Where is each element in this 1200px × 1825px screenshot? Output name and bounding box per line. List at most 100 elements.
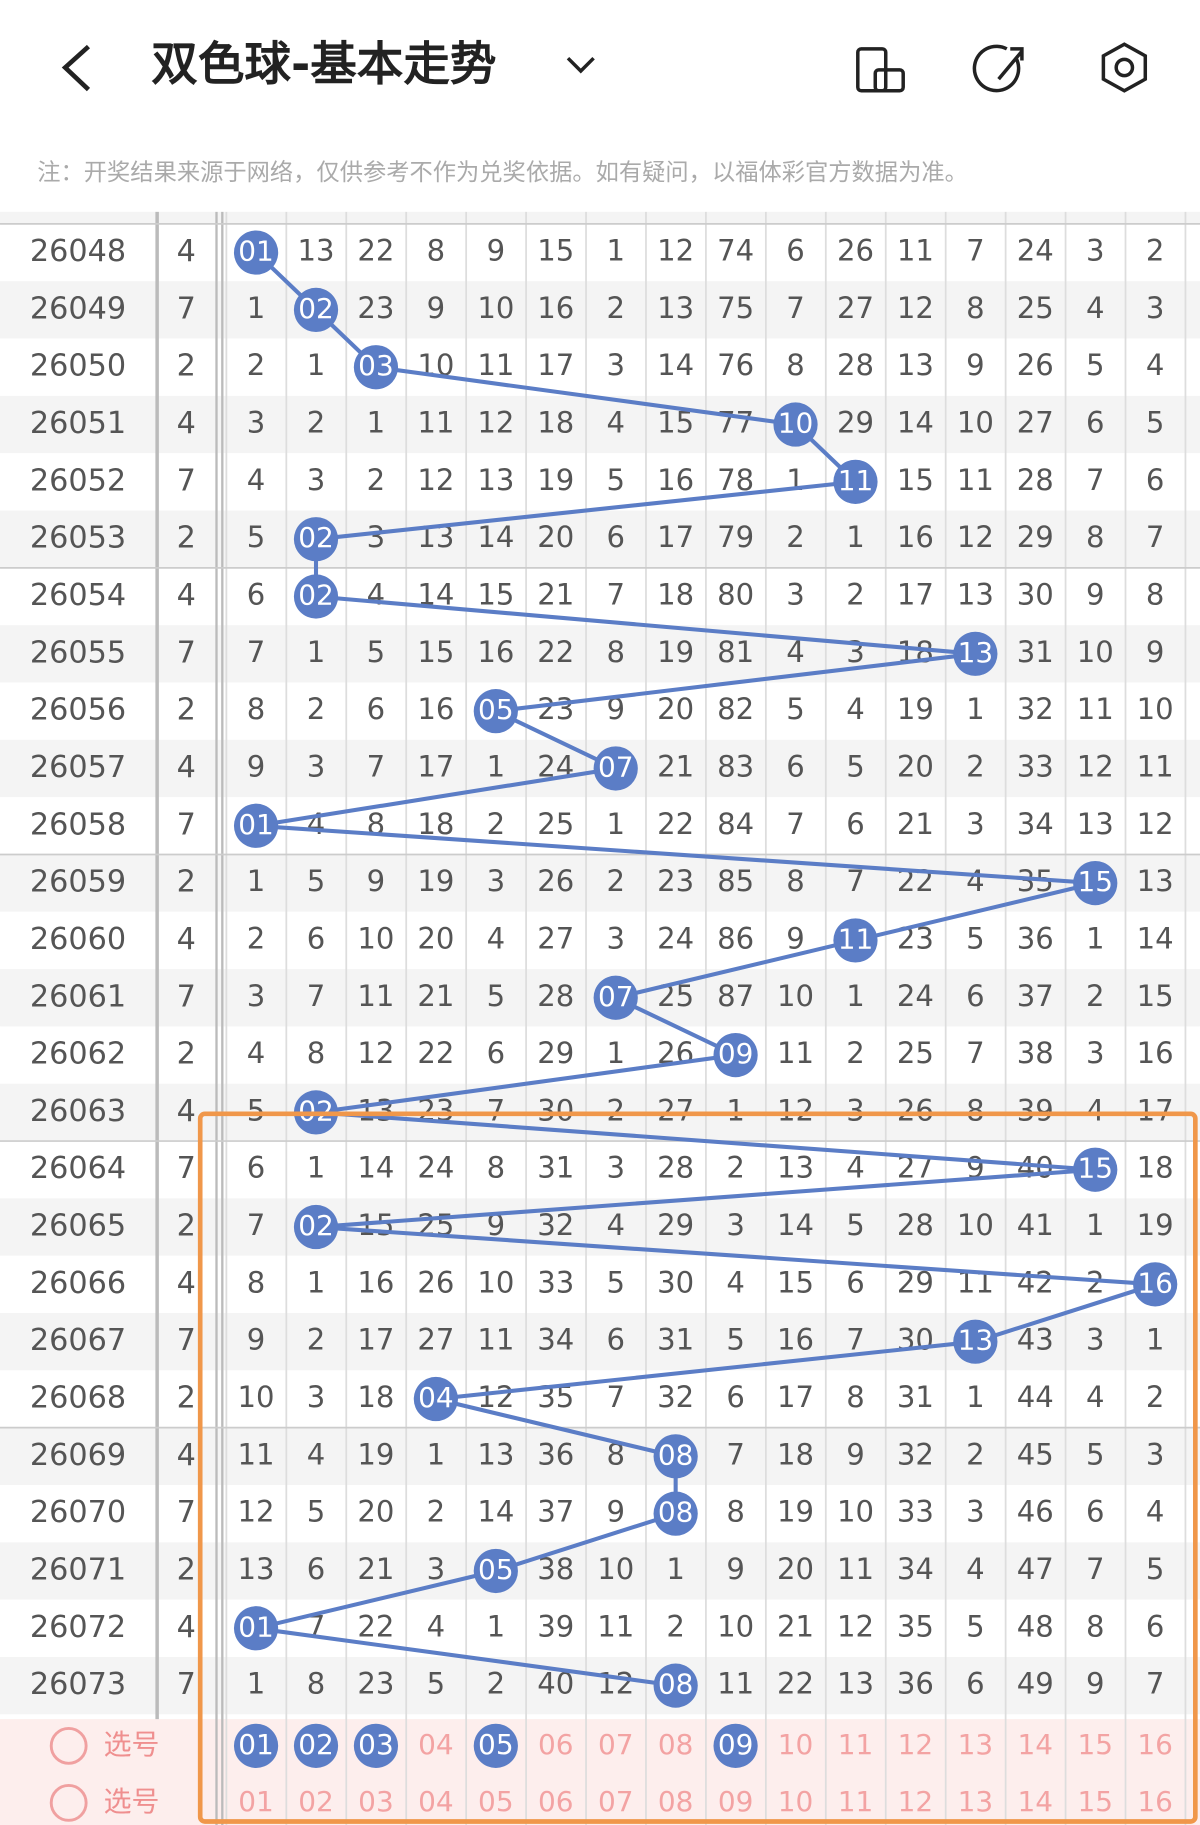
pick-number[interactable]: 08 bbox=[658, 1728, 694, 1761]
pick-number[interactable]: 09 bbox=[718, 1785, 754, 1818]
share-icon[interactable] bbox=[972, 44, 1024, 93]
omission: 11 bbox=[837, 1552, 874, 1586]
pick-number[interactable]: 16 bbox=[1137, 1728, 1173, 1761]
pick-number[interactable]: 14 bbox=[1018, 1785, 1054, 1818]
issue: 26058 bbox=[30, 807, 126, 842]
omission: 48 bbox=[1017, 1609, 1054, 1643]
pick-number[interactable]: 12 bbox=[898, 1728, 934, 1761]
omission: 3 bbox=[726, 1208, 745, 1242]
selected-ball[interactable] bbox=[353, 1723, 399, 1768]
pick-number[interactable]: 03 bbox=[358, 1728, 394, 1761]
omission: 6 bbox=[966, 979, 985, 1013]
omission: 19 bbox=[357, 1437, 394, 1471]
omission: 13 bbox=[1137, 864, 1174, 898]
selected-ball[interactable] bbox=[713, 1723, 758, 1768]
omission: 9 bbox=[606, 1495, 625, 1529]
pick-number[interactable]: 13 bbox=[958, 1728, 994, 1761]
omission: 9 bbox=[1086, 578, 1105, 612]
pick-number[interactable]: 06 bbox=[538, 1728, 574, 1761]
omission: 11 bbox=[777, 1036, 814, 1070]
ball-number: 11 bbox=[838, 922, 874, 955]
omission: 5 bbox=[487, 979, 506, 1013]
issue: 26071 bbox=[30, 1552, 126, 1587]
omission: 18 bbox=[537, 406, 574, 440]
selected-ball[interactable] bbox=[473, 1723, 518, 1768]
ball bbox=[293, 1204, 339, 1250]
omission: 30 bbox=[537, 1093, 574, 1127]
pick-number[interactable]: 06 bbox=[538, 1785, 574, 1818]
pick-number[interactable]: 01 bbox=[238, 1785, 274, 1818]
settings-icon[interactable] bbox=[1101, 42, 1148, 93]
back-button[interactable] bbox=[61, 44, 91, 92]
omission: 3 bbox=[307, 463, 326, 497]
pick-number[interactable]: 12 bbox=[898, 1785, 934, 1818]
omission: 80 bbox=[717, 578, 754, 612]
pick-number[interactable]: 10 bbox=[778, 1785, 814, 1818]
pick-number[interactable]: 09 bbox=[718, 1728, 754, 1761]
omission: 2 bbox=[1146, 1380, 1165, 1414]
ball-number: 11 bbox=[838, 464, 874, 497]
omission: 10 bbox=[1137, 692, 1174, 726]
omission: 6 bbox=[846, 807, 865, 841]
selected-ball[interactable] bbox=[293, 1723, 339, 1768]
value: 4 bbox=[177, 578, 196, 613]
omission: 18 bbox=[357, 1380, 394, 1414]
omission: 1 bbox=[1086, 921, 1105, 955]
pick-number[interactable]: 07 bbox=[598, 1785, 634, 1818]
omission: 31 bbox=[657, 1323, 694, 1357]
omission: 1 bbox=[307, 1151, 326, 1185]
pick-number[interactable]: 15 bbox=[1077, 1785, 1113, 1818]
pick-number[interactable]: 04 bbox=[418, 1785, 454, 1818]
row-bg bbox=[0, 281, 1200, 339]
omission: 4 bbox=[1086, 291, 1105, 325]
omission: 7 bbox=[487, 1093, 506, 1127]
omission: 2 bbox=[247, 921, 266, 955]
omission: 5 bbox=[247, 1093, 266, 1127]
omission: 21 bbox=[537, 578, 574, 612]
ball-number: 15 bbox=[1077, 865, 1113, 898]
pick-number[interactable]: 01 bbox=[238, 1728, 274, 1761]
pick-number[interactable]: 16 bbox=[1137, 1785, 1173, 1818]
pick-number[interactable]: 02 bbox=[298, 1728, 334, 1761]
omission: 1 bbox=[666, 1552, 685, 1586]
pick-number[interactable]: 11 bbox=[838, 1728, 874, 1761]
omission: 9 bbox=[846, 1437, 865, 1471]
omission: 3 bbox=[247, 979, 266, 1013]
pick-number[interactable]: 11 bbox=[838, 1785, 874, 1818]
omission: 28 bbox=[1017, 463, 1054, 497]
pick-number[interactable]: 07 bbox=[598, 1728, 634, 1761]
pick-number[interactable]: 08 bbox=[658, 1785, 694, 1818]
pick-number[interactable]: 02 bbox=[298, 1785, 334, 1818]
omission: 3 bbox=[1086, 1323, 1105, 1357]
pick-number[interactable]: 04 bbox=[418, 1728, 454, 1761]
omission: 1 bbox=[966, 692, 985, 726]
pick-number[interactable]: 10 bbox=[778, 1728, 814, 1761]
omission: 20 bbox=[897, 749, 934, 783]
selected-ball[interactable] bbox=[233, 1723, 279, 1768]
ball-number: 05 bbox=[478, 693, 514, 726]
rotate-icon[interactable] bbox=[856, 47, 905, 93]
omission: 5 bbox=[726, 1323, 745, 1357]
omission: 25 bbox=[897, 1036, 934, 1070]
pick-number[interactable]: 03 bbox=[358, 1785, 394, 1818]
pick-number[interactable]: 05 bbox=[478, 1728, 514, 1761]
pick-number[interactable]: 13 bbox=[958, 1785, 994, 1818]
omission: 2 bbox=[1146, 234, 1165, 268]
omission: 22 bbox=[357, 234, 394, 268]
pick-number[interactable]: 05 bbox=[478, 1785, 514, 1818]
omission: 2 bbox=[487, 1667, 506, 1701]
omission: 1 bbox=[1086, 1208, 1105, 1242]
pick-number[interactable]: 15 bbox=[1077, 1728, 1113, 1761]
omission: 3 bbox=[846, 635, 865, 669]
omission: 17 bbox=[357, 1323, 394, 1357]
pick-number[interactable]: 14 bbox=[1018, 1728, 1054, 1761]
ball-number: 02 bbox=[298, 579, 334, 612]
pick-radio[interactable] bbox=[49, 1783, 88, 1822]
ball-number: 13 bbox=[958, 636, 994, 669]
pick-radio[interactable] bbox=[49, 1726, 88, 1765]
issue: 26054 bbox=[30, 578, 126, 613]
dropdown[interactable] bbox=[566, 56, 595, 74]
highlight-box bbox=[197, 1111, 1198, 1824]
value: 4 bbox=[177, 1094, 196, 1129]
omission: 2 bbox=[606, 864, 625, 898]
